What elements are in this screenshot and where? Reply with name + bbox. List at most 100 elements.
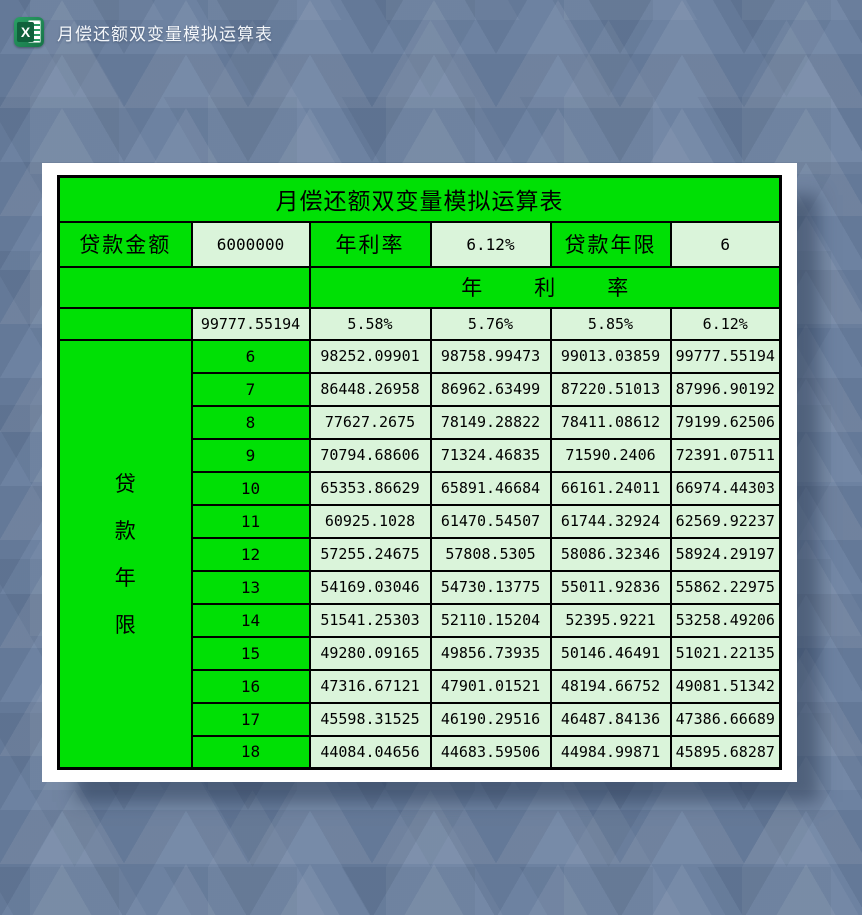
value-cell[interactable]: 50146.46491 [549,635,672,671]
value-cell[interactable]: 57808.5305 [429,536,552,572]
year-cell[interactable]: 12 [190,536,311,572]
value-cell[interactable]: 87220.51013 [549,371,672,407]
value-cell[interactable]: 55862.22975 [669,569,782,605]
rate-column-header-cell[interactable]: 5.85% [549,306,672,341]
rate-axis-char: 年 [461,276,483,300]
value-cell[interactable]: 71590.2406 [549,437,672,473]
value-cell[interactable]: 66161.24011 [549,470,672,506]
loan-amount-label-cell[interactable]: 贷款金额 [57,220,193,268]
rate-axis-header-cell[interactable]: 年 利 率 [308,265,782,309]
year-cell[interactable]: 13 [190,569,311,605]
rate-column-header-cell[interactable]: 6.12% [669,306,782,341]
table-row: 13 54169.03046 54730.13775 55011.92836 5… [59,569,782,605]
value-cell[interactable]: 47316.67121 [308,668,432,704]
excel-icon-letter: X [17,22,34,42]
value-cell[interactable]: 53258.49206 [669,602,782,638]
excel-icon-page [29,21,40,42]
value-cell[interactable]: 47901.01521 [429,668,552,704]
value-cell[interactable]: 55011.92836 [549,569,672,605]
rate-value-cell[interactable]: 6.12% [429,220,552,268]
simulation-table: 月偿还额双变量模拟运算表 贷款金额 6000000 年利率 6.12% 贷款年限… [57,175,782,770]
value-cell[interactable]: 45895.68287 [669,734,782,770]
value-cell[interactable]: 65353.86629 [308,470,432,506]
value-cell[interactable]: 57255.24675 [308,536,432,572]
value-cell[interactable]: 52395.9221 [549,602,672,638]
value-cell[interactable]: 48194.66752 [549,668,672,704]
value-cell[interactable]: 49081.51342 [669,668,782,704]
value-cell[interactable]: 54730.13775 [429,569,552,605]
year-cell[interactable]: 8 [190,404,311,440]
value-cell[interactable]: 46190.29516 [429,701,552,737]
term-axis-label: 贷 款 年 限 [61,468,190,639]
year-cell[interactable]: 10 [190,470,311,506]
value-cell[interactable]: 87996.90192 [669,371,782,407]
value-cell[interactable]: 45598.31525 [308,701,432,737]
term-axis-char: 款 [114,519,136,544]
year-cell[interactable]: 6 [190,338,311,374]
value-cell[interactable]: 58924.29197 [669,536,782,572]
term-axis-label-cell[interactable]: 贷 款 年 限 [57,338,193,770]
year-cell[interactable]: 14 [190,602,311,638]
value-cell[interactable]: 66974.44303 [669,470,782,506]
value-cell[interactable]: 58086.32346 [549,536,672,572]
value-cell[interactable]: 46487.84136 [549,701,672,737]
year-cell[interactable]: 11 [190,503,311,539]
value-cell[interactable]: 47386.66689 [669,701,782,737]
year-cell[interactable]: 17 [190,701,311,737]
value-cell[interactable]: 54169.03046 [308,569,432,605]
loan-amount-value-cell[interactable]: 6000000 [190,220,311,268]
term-axis-char: 贷 [114,472,136,497]
rate-label-cell[interactable]: 年利率 [308,220,432,268]
value-cell[interactable]: 98252.09901 [308,338,432,374]
value-cell[interactable]: 44984.99871 [549,734,672,770]
value-cell[interactable]: 65891.46684 [429,470,552,506]
value-cell[interactable]: 79199.62506 [669,404,782,440]
value-cell[interactable]: 60925.1028 [308,503,432,539]
value-cell[interactable]: 52110.15204 [429,602,552,638]
table-row: 9 70794.68606 71324.46835 71590.2406 723… [59,437,782,473]
table-row: 8 77627.2675 78149.28822 78411.08612 791… [59,404,782,440]
value-cell[interactable]: 61470.54507 [429,503,552,539]
value-cell[interactable]: 99013.03859 [549,338,672,374]
value-cell[interactable]: 70794.68606 [308,437,432,473]
year-cell[interactable]: 18 [190,734,311,770]
value-cell[interactable]: 86962.63499 [429,371,552,407]
table-row: 7 86448.26958 86962.63499 87220.51013 87… [59,371,782,407]
value-cell[interactable]: 49280.09165 [308,635,432,671]
term-label-cell[interactable]: 贷款年限 [549,220,672,268]
table-row: 14 51541.25303 52110.15204 52395.9221 53… [59,602,782,638]
value-cell[interactable]: 98758.99473 [429,338,552,374]
value-cell[interactable]: 62569.92237 [669,503,782,539]
table-row: 12 57255.24675 57808.5305 58086.32346 58… [59,536,782,572]
table-title-cell[interactable]: 月偿还额双变量模拟运算表 [57,175,782,223]
year-cell[interactable]: 16 [190,668,311,704]
excel-icon: X [14,17,44,47]
formula-cell[interactable]: 99777.55194 [190,306,311,341]
table-row: 11 60925.1028 61470.54507 61744.32924 62… [59,503,782,539]
year-cell[interactable]: 9 [190,437,311,473]
value-cell[interactable]: 51021.22135 [669,635,782,671]
value-cell[interactable]: 78149.28822 [429,404,552,440]
empty-cell[interactable] [57,306,193,341]
value-cell[interactable]: 61744.32924 [549,503,672,539]
value-cell[interactable]: 78411.08612 [549,404,672,440]
empty-cell[interactable] [57,265,311,309]
value-cell[interactable]: 77627.2675 [308,404,432,440]
value-cell[interactable]: 44084.04656 [308,734,432,770]
value-cell[interactable]: 72391.07511 [669,437,782,473]
rate-column-header-cell[interactable]: 5.58% [308,306,432,341]
value-cell[interactable]: 44683.59506 [429,734,552,770]
year-cell[interactable]: 7 [190,371,311,407]
value-cell[interactable]: 51541.25303 [308,602,432,638]
rate-column-header-cell[interactable]: 5.76% [429,306,552,341]
table-row: 贷款金额 6000000 年利率 6.12% 贷款年限 6 [57,220,782,268]
value-cell[interactable]: 49856.73935 [429,635,552,671]
value-cell[interactable]: 99777.55194 [669,338,782,374]
value-cell[interactable]: 71324.46835 [429,437,552,473]
term-value-cell[interactable]: 6 [669,220,782,268]
table-row: 贷 款 年 限 6 98252.09901 98758.99473 99013.… [57,338,782,770]
year-cell[interactable]: 15 [190,635,311,671]
value-cell[interactable]: 86448.26958 [308,371,432,407]
term-axis-char: 限 [114,613,136,638]
